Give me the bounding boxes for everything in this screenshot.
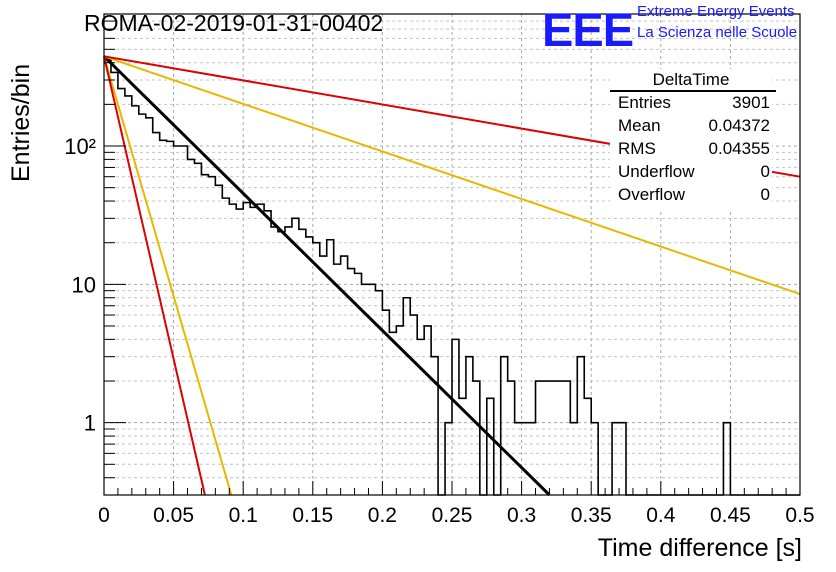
reference-curve	[103, 55, 801, 296]
y-tick-label: 10²	[64, 134, 96, 159]
stats-label: Mean	[618, 116, 661, 135]
reference-curve	[103, 56, 233, 496]
stats-label: RMS	[618, 139, 656, 158]
x-tick-label: 0.1	[229, 504, 258, 527]
y-tick-label: 1	[84, 411, 96, 436]
data-series	[102, 55, 801, 497]
stats-label: Underflow	[618, 162, 695, 181]
chart-title: ROMA-02-2019-01-31-00402	[84, 10, 384, 36]
x-tick-label: 0.15	[292, 504, 333, 527]
histogram-bars	[104, 58, 800, 496]
stats-divider	[610, 90, 776, 92]
x-tick-label: 0.05	[153, 504, 194, 527]
tick-labels: 0 0.05 0.1 0.15 0.2 0.25 0.3 0.35 0.4 0.45 0.5 1 10 1…	[64, 134, 814, 527]
x-tick-label: 0.25	[432, 504, 473, 527]
stats-value: 0.04355	[708, 139, 770, 158]
y-tick-label: 10	[72, 272, 96, 297]
logo-line-1: Extreme Energy Events	[637, 3, 795, 20]
eee-logo: EEE	[542, 3, 634, 56]
x-tick-label: 0.5	[785, 504, 814, 527]
x-tick-label: 0.3	[507, 504, 536, 527]
stats-value: 3901	[732, 93, 770, 112]
x-tick-label: 0.35	[571, 504, 612, 527]
x-tick-label: 0.2	[368, 504, 397, 527]
x-tick-label: 0.45	[710, 504, 751, 527]
x-tick-label: 0	[98, 504, 110, 527]
x-tick-label: 0.4	[646, 504, 676, 527]
stats-label: Overflow	[618, 185, 686, 204]
stats-label: Entries	[618, 93, 671, 112]
fit-line	[102, 55, 551, 497]
x-axis-label: Time difference [s]	[597, 534, 802, 562]
y-axis-label: Entries/bin	[7, 63, 35, 182]
stats-value: 0	[760, 162, 770, 181]
reference-curve	[103, 56, 206, 496]
stats-value: 0	[760, 185, 770, 204]
stats-box: DeltaTime Entries 3901 Mean 0.04372 RMS …	[610, 69, 776, 209]
logo-line-2: La Scienza nelle Scuole	[637, 24, 798, 41]
stats-value: 0.04372	[708, 116, 770, 135]
stats-name: DeltaTime	[652, 70, 730, 89]
axis-ticks	[103, 13, 801, 496]
